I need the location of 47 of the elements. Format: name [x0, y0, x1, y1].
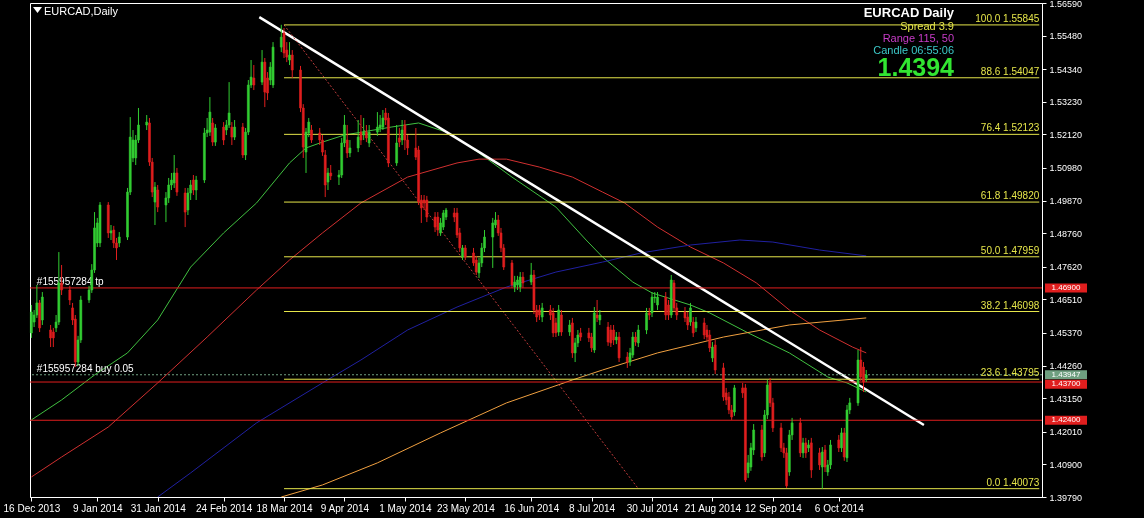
x-tick-label: 16 Jun 2014 [504, 502, 560, 514]
x-tick-label: 16 Dec 2013 [3, 502, 61, 514]
y-tick-label: 1.42010 [1049, 427, 1083, 438]
ref-line-label: 1.42400 [1051, 415, 1082, 425]
y-tick-label: 1.47620 [1049, 262, 1083, 273]
chart-title: EURCAD,Daily [44, 5, 119, 17]
annotation: 23.6 1.43795 [980, 367, 1040, 379]
y-tick-label: 1.54340 [1049, 64, 1083, 75]
y-tick-label: 1.49870 [1049, 196, 1083, 207]
x-tick-label: 9 Apr 2014 [320, 502, 370, 514]
y-tick-label: 1.40900 [1049, 459, 1083, 470]
x-tick-label: 12 Sep 2014 [745, 502, 803, 514]
annotation: 61.8 1.49820 [980, 190, 1040, 202]
annotation: Range 115, 50 [882, 32, 954, 44]
x-tick-label: 21 Aug 2014 [684, 502, 742, 514]
y-tick-label: 1.48760 [1049, 228, 1083, 239]
x-tick-label: 6 Oct 2014 [814, 502, 865, 514]
ref-line-label: 1.43947 [1051, 369, 1082, 379]
annotation: 88.6 1.54047 [980, 65, 1040, 77]
annotation: 50.0 1.47959 [980, 244, 1040, 256]
x-tick-label: 1 May 2014 [379, 502, 432, 514]
x-tick-label: 23 May 2014 [436, 502, 496, 514]
y-tick-label: 1.53230 [1049, 97, 1083, 108]
x-tick-label: 31 Jan 2014 [130, 502, 187, 514]
y-tick-label: 1.44260 [1049, 361, 1083, 372]
y-tick-label: 1.52120 [1049, 129, 1083, 140]
x-tick-label: 18 Mar 2014 [256, 502, 314, 514]
x-tick-label: 24 Feb 2014 [196, 502, 253, 514]
y-tick-label: 1.43150 [1049, 393, 1083, 404]
annotation: 0.0 1.40073 [986, 476, 1040, 488]
ref-line-label: 1.46900 [1051, 282, 1082, 292]
annotation: Candle 06:55:06 [873, 44, 954, 56]
y-tick-label: 1.39790 [1049, 492, 1083, 503]
y-tick-label: 1.56590 [1049, 0, 1083, 9]
y-tick-label: 1.55480 [1049, 31, 1083, 42]
annotation: 76.4 1.52123 [980, 122, 1040, 134]
ref-line-label: 1.43700 [1051, 379, 1082, 389]
x-tick-label: 8 Jul 2014 [569, 502, 616, 514]
annotation: 100.0 1.55845 [975, 12, 1040, 24]
x-tick-label: 30 Jul 2014 [626, 502, 679, 514]
annotation: EURCAD Daily [863, 5, 955, 20]
annotation: 38.2 1.46098 [980, 299, 1040, 311]
x-tick-label: 9 Jan 2014 [73, 502, 123, 514]
annotation: 1.4394 [877, 53, 955, 81]
y-tick-label: 1.45370 [1049, 328, 1083, 339]
y-tick-label: 1.46510 [1049, 294, 1083, 305]
y-tick-label: 1.50980 [1049, 163, 1083, 174]
